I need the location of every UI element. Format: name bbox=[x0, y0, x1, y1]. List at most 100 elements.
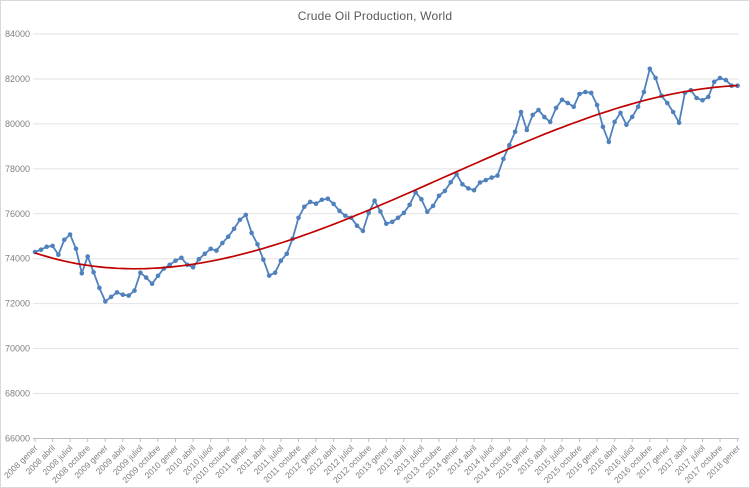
data-point-marker bbox=[419, 196, 424, 202]
data-point-marker bbox=[711, 79, 717, 85]
data-point-marker bbox=[518, 109, 524, 115]
data-point-marker bbox=[114, 290, 120, 295]
data-point-marker bbox=[553, 105, 559, 111]
data-point-marker bbox=[366, 210, 372, 216]
data-point-marker bbox=[448, 180, 454, 185]
data-point-marker bbox=[471, 187, 477, 193]
data-point-marker bbox=[38, 247, 44, 252]
data-point-marker bbox=[103, 299, 108, 304]
data-point-marker bbox=[559, 97, 565, 103]
data-point-marker bbox=[319, 197, 325, 203]
data-point-marker bbox=[138, 270, 143, 276]
data-point-marker bbox=[173, 258, 178, 264]
data-point-marker bbox=[261, 257, 266, 262]
data-point-marker bbox=[565, 100, 571, 106]
chart-title: Crude Oil Production, World bbox=[297, 9, 453, 23]
data-point-marker bbox=[507, 142, 512, 148]
data-point-marker bbox=[44, 244, 49, 250]
data-point-marker bbox=[547, 119, 553, 125]
data-point-marker bbox=[460, 182, 465, 187]
data-point-marker bbox=[436, 193, 442, 199]
data-point-marker bbox=[120, 292, 126, 298]
data-point-marker bbox=[665, 100, 670, 106]
data-point-marker bbox=[378, 209, 383, 214]
data-point-marker bbox=[425, 209, 430, 215]
data-point-marker bbox=[167, 262, 172, 268]
data-point-marker bbox=[302, 204, 307, 210]
data-point-marker bbox=[56, 252, 61, 257]
data-point-marker bbox=[284, 251, 290, 257]
data-point-marker bbox=[389, 219, 395, 225]
data-point-marker bbox=[524, 127, 530, 133]
data-point-marker bbox=[126, 293, 131, 298]
data-point-marker bbox=[255, 242, 260, 247]
data-point-marker bbox=[325, 196, 331, 201]
y-tick-label: 74000 bbox=[5, 254, 30, 264]
data-point-marker bbox=[149, 281, 155, 287]
data-point-marker bbox=[618, 110, 623, 116]
data-point-marker bbox=[694, 95, 699, 101]
data-point-marker bbox=[225, 234, 231, 239]
data-point-marker bbox=[612, 119, 617, 125]
data-point-marker bbox=[190, 265, 196, 270]
data-point-marker bbox=[155, 273, 161, 279]
data-point-marker bbox=[700, 98, 705, 103]
data-point-marker bbox=[331, 201, 336, 207]
data-point-marker bbox=[79, 271, 85, 276]
data-point-marker bbox=[676, 120, 682, 126]
data-point-marker bbox=[477, 180, 483, 185]
data-point-marker bbox=[337, 208, 342, 214]
data-point-marker bbox=[196, 256, 202, 262]
data-point-marker bbox=[530, 112, 535, 118]
y-tick-label: 82000 bbox=[5, 74, 30, 84]
data-point-marker bbox=[237, 217, 243, 223]
data-point-marker bbox=[278, 258, 284, 264]
data-point-marker bbox=[384, 221, 389, 226]
data-point-marker bbox=[629, 114, 635, 120]
y-tick-label: 66000 bbox=[5, 434, 30, 444]
data-point-marker bbox=[647, 66, 653, 72]
data-point-marker bbox=[249, 230, 254, 236]
data-point-marker bbox=[395, 215, 401, 221]
data-point-marker bbox=[132, 288, 137, 293]
data-point-marker bbox=[442, 188, 448, 194]
data-point-marker bbox=[706, 94, 711, 100]
y-tick-label: 68000 bbox=[5, 389, 30, 399]
trend-line bbox=[34, 84, 738, 270]
data-point-marker bbox=[606, 139, 612, 145]
data-point-marker bbox=[407, 202, 413, 208]
data-point-marker bbox=[97, 285, 102, 291]
data-point-marker bbox=[483, 177, 489, 183]
data-point-marker bbox=[313, 201, 319, 206]
y-tick-label: 70000 bbox=[5, 344, 30, 354]
data-point-marker bbox=[73, 246, 79, 252]
data-point-marker bbox=[343, 213, 348, 219]
data-point-marker bbox=[401, 210, 407, 216]
y-tick-label: 84000 bbox=[5, 29, 30, 39]
y-tick-label: 76000 bbox=[5, 209, 30, 219]
data-point-marker bbox=[536, 107, 541, 113]
data-point-marker bbox=[635, 104, 641, 110]
data-point-marker bbox=[307, 199, 313, 205]
data-point-marker bbox=[372, 198, 377, 203]
data-point-marker bbox=[641, 89, 647, 95]
data-point-marker bbox=[91, 269, 96, 275]
data-point-marker bbox=[466, 186, 471, 191]
data-point-marker bbox=[360, 228, 366, 234]
data-point-marker bbox=[430, 203, 436, 209]
data-point-marker bbox=[179, 255, 184, 261]
data-point-marker bbox=[717, 75, 723, 81]
y-tick-label: 80000 bbox=[5, 119, 30, 129]
data-point-marker bbox=[296, 215, 301, 221]
data-point-marker bbox=[85, 254, 90, 259]
data-point-marker bbox=[670, 109, 676, 115]
data-point-marker bbox=[501, 156, 506, 162]
data-point-marker bbox=[653, 75, 658, 81]
data-point-marker bbox=[208, 246, 213, 252]
data-point-marker bbox=[600, 124, 606, 130]
data-point-marker bbox=[214, 248, 219, 253]
data-point-marker bbox=[202, 251, 208, 257]
data-point-marker bbox=[588, 90, 594, 96]
